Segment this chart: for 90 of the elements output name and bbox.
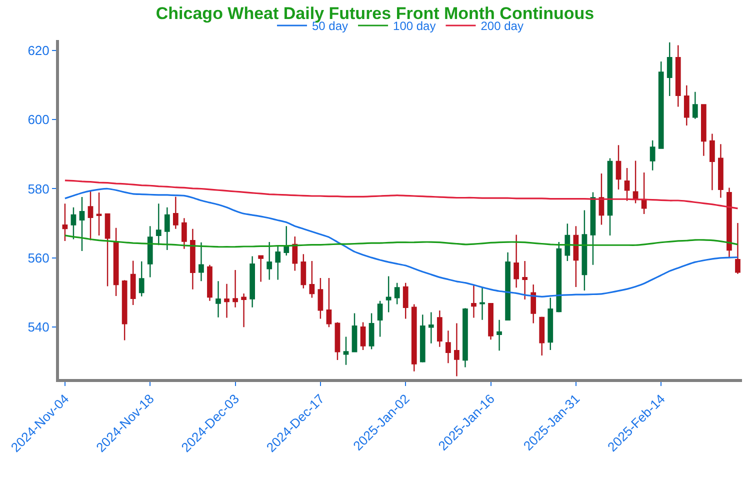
candlestick [386, 276, 392, 313]
candlestick [556, 241, 562, 313]
candlestick [172, 196, 178, 230]
candlestick [480, 286, 485, 320]
candlestick [300, 254, 306, 289]
candlestick [496, 319, 502, 352]
candlestick [284, 226, 290, 256]
candlestick [207, 264, 212, 302]
candlestick [224, 283, 230, 318]
candlestick [62, 203, 68, 242]
candlestick [598, 172, 604, 226]
candlestick [360, 322, 366, 351]
candlestick [641, 172, 647, 215]
candlestick [104, 213, 110, 287]
candlestick [471, 284, 476, 318]
candlestick [343, 336, 349, 366]
candlestick [113, 227, 119, 297]
candlestick [250, 256, 255, 308]
candlestick [624, 167, 630, 202]
candlestick [582, 210, 588, 292]
y-tick-label: 540 [28, 320, 50, 335]
candlestick [377, 300, 383, 338]
line-series [64, 234, 739, 248]
y-tick-label: 620 [28, 42, 50, 58]
candlestick [436, 310, 442, 348]
legend-label: 200 day [480, 19, 524, 34]
candlestick [138, 260, 144, 297]
candlestick [505, 252, 510, 320]
candlestick [309, 260, 315, 298]
candlestick [352, 312, 358, 352]
candlestick [488, 302, 494, 340]
candlestick [292, 236, 298, 272]
candlestick [700, 104, 706, 156]
candlestick [70, 206, 76, 240]
candlestick [548, 297, 554, 351]
candlestick [232, 269, 238, 308]
line-series [64, 180, 739, 210]
candlestick [258, 255, 264, 282]
candlestick [79, 196, 85, 252]
candlestick [607, 158, 613, 236]
candlestick [462, 307, 468, 368]
candlestick [334, 322, 340, 361]
candlestick [539, 316, 545, 356]
candlestick [573, 226, 579, 288]
candlestick [718, 144, 724, 198]
candlestick [726, 187, 732, 258]
candlestick [684, 84, 690, 126]
candlestick [326, 277, 332, 328]
candlestick [514, 234, 520, 288]
candlestick [122, 279, 128, 341]
candlestick [675, 44, 681, 108]
legend-label: 100 day [393, 19, 436, 34]
candlestick [156, 203, 162, 246]
candlestick [266, 241, 272, 280]
candlestick [530, 284, 536, 324]
candlestick [735, 222, 740, 274]
candlestick [616, 144, 622, 190]
candlestick [411, 304, 417, 372]
candlestick [164, 206, 170, 251]
candlestick [692, 91, 698, 120]
candlestick [275, 244, 281, 280]
candlestick [658, 60, 664, 149]
y-tick-label: 560 [28, 250, 50, 266]
candlestick [190, 228, 196, 290]
candlestick [710, 133, 715, 191]
candlestick [96, 192, 102, 236]
line-series [64, 188, 739, 298]
candlestick [198, 242, 204, 282]
candlestick [147, 226, 153, 278]
candlestick [394, 282, 400, 305]
candlestick [428, 312, 434, 344]
candlestick [522, 260, 528, 300]
candlestick [216, 280, 221, 318]
candlestick [88, 190, 94, 241]
y-tick-label: 600 [28, 112, 50, 128]
candlestick [420, 314, 426, 363]
candlestick [666, 42, 672, 97]
candlestick [454, 322, 460, 377]
y-tick-label: 580 [28, 181, 50, 196]
candlestick [650, 140, 656, 172]
candlestick [402, 282, 408, 320]
candlestick [241, 292, 246, 328]
candlestick [590, 192, 596, 266]
candlestick [632, 160, 638, 204]
candlestick [446, 330, 451, 364]
candlestick [130, 260, 136, 306]
candlestick [318, 277, 324, 320]
candlestick [368, 312, 374, 350]
candlestick [564, 223, 570, 262]
candlestick [182, 218, 187, 250]
